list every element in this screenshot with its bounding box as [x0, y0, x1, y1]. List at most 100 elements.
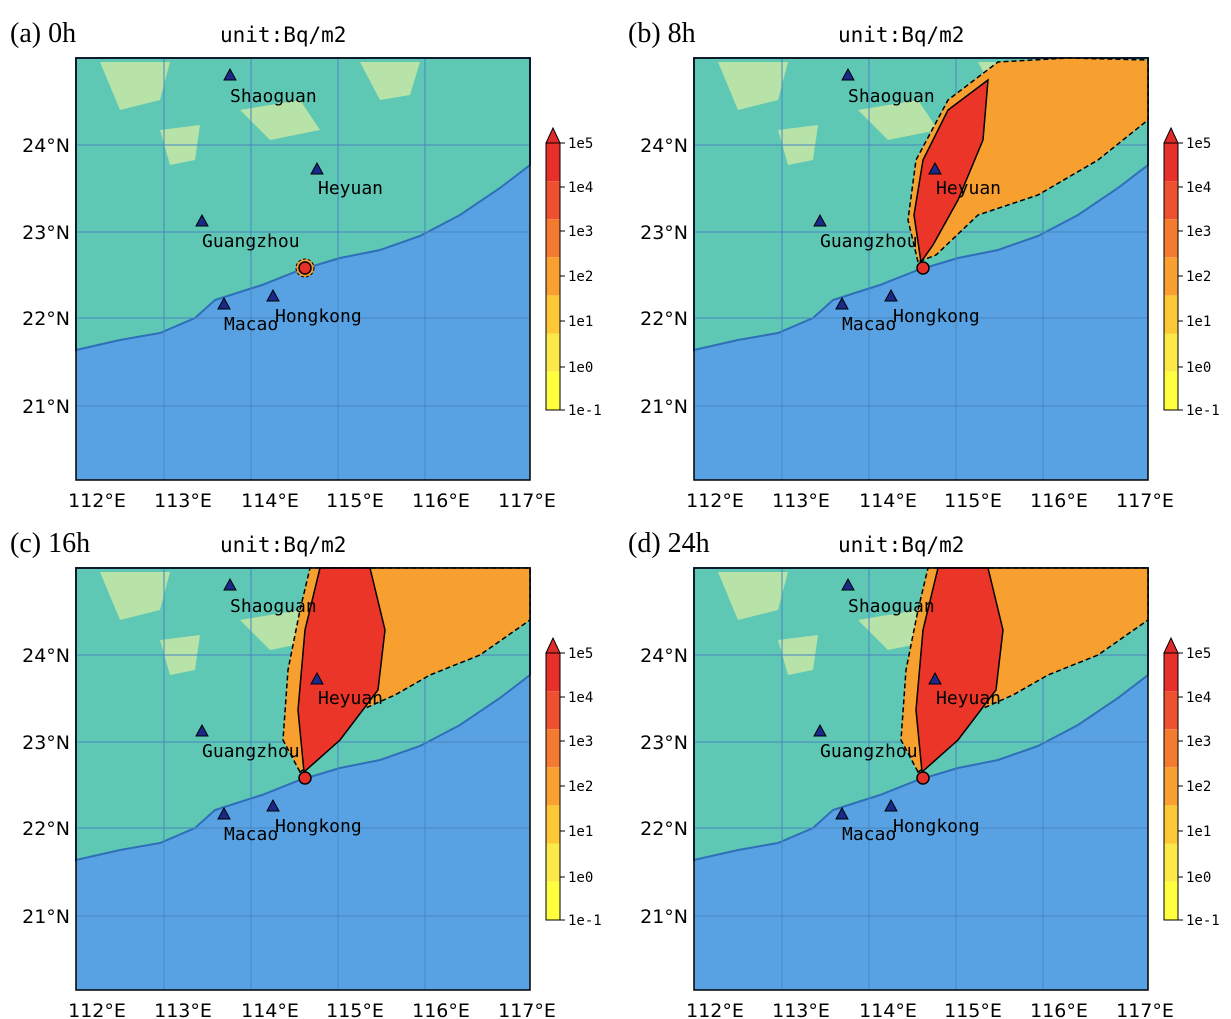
colorbar-label: 1e3: [1186, 224, 1211, 240]
colorbar-segment: [1164, 729, 1178, 768]
x-tick-label: 113°E: [154, 1000, 212, 1019]
x-tick-label: 117°E: [1116, 490, 1174, 512]
x-tick-label: 114°E: [241, 490, 299, 512]
colorbar-label: 1e5: [568, 136, 593, 152]
colorbar-label: 1e3: [568, 734, 593, 750]
colorbar-segment: [546, 653, 560, 692]
city-marker: [841, 577, 855, 591]
x-tick-label: 115°E: [326, 490, 384, 512]
panel-title: (c) 16h: [10, 528, 90, 559]
colorbar-arrow: [545, 126, 561, 144]
x-tick-label: 117°E: [498, 1000, 556, 1019]
y-tick-label: 22°N: [22, 818, 70, 840]
x-tick-label: 115°E: [326, 1000, 384, 1019]
y-tick-label: 22°N: [640, 818, 688, 840]
panel-unit: unit:Bq/m2: [838, 533, 964, 557]
map-panel: (c) 16h unit:Bq/m2 Shaoguan Heyuan Guangzhou…: [10, 528, 602, 1019]
colorbar-segment: [546, 691, 560, 730]
y-tick-label: 23°N: [640, 732, 688, 754]
city-marker: [813, 213, 827, 227]
colorbar-segment: [1164, 653, 1178, 692]
x-tick-label: 113°E: [772, 1000, 830, 1019]
colorbar-label: 1e3: [568, 224, 593, 240]
city-label: Guangzhou: [820, 231, 918, 252]
colorbar-segment: [546, 843, 560, 882]
x-tick-label: 112°E: [68, 490, 126, 512]
colorbar-arrow: [1163, 636, 1179, 654]
highland: [718, 572, 788, 620]
colorbar-segment: [1164, 881, 1178, 920]
colorbar-segment: [546, 181, 560, 220]
colorbar-label: 1e-1: [1186, 913, 1220, 929]
colorbar-segment: [546, 143, 560, 182]
y-tick-label: 23°N: [640, 222, 688, 244]
y-tick-label: 24°N: [22, 645, 70, 667]
y-tick-label: 21°N: [22, 906, 70, 928]
colorbar-segment: [546, 805, 560, 844]
colorbar-label: 1e0: [1186, 870, 1211, 886]
city-label: Heyuan: [318, 688, 383, 709]
y-tick-label: 23°N: [22, 222, 70, 244]
colorbar-segment: [1164, 843, 1178, 882]
colorbar-segment: [1164, 691, 1178, 730]
colorbar-segment: [1164, 257, 1178, 296]
city-marker: [223, 577, 237, 591]
panel-unit: unit:Bq/m2: [220, 533, 346, 557]
city-label: Shaoguan: [848, 86, 935, 107]
panel-unit: unit:Bq/m2: [220, 23, 346, 47]
map-frame: [75, 567, 531, 991]
city-marker: [835, 806, 849, 820]
colorbar-label: 1e4: [1186, 180, 1211, 196]
map-frame: [75, 57, 531, 481]
colorbar-segment: [546, 295, 560, 334]
city-label: Guangzhou: [202, 741, 300, 762]
source: [298, 771, 312, 785]
colorbar-segment: [546, 333, 560, 372]
source: [298, 261, 312, 275]
x-tick-label: 112°E: [68, 1000, 126, 1019]
map-panel: (d) 24h unit:Bq/m2 Shaoguan Heyuan Guangzhou…: [628, 528, 1220, 1019]
x-tick-label: 116°E: [1030, 490, 1088, 512]
colorbar-segment: [546, 257, 560, 296]
y-tick-label: 24°N: [22, 135, 70, 157]
map-frame: [693, 567, 1149, 991]
colorbar-label: 1e5: [1186, 136, 1211, 152]
colorbar-label: 1e1: [1186, 314, 1211, 330]
city-label: Macao: [842, 824, 896, 845]
plume-core: [913, 78, 989, 264]
city-marker: [841, 67, 855, 81]
city-marker: [223, 67, 237, 81]
colorbar-label: 1e2: [568, 779, 593, 795]
x-tick-label: 114°E: [859, 1000, 917, 1019]
colorbar-arrow: [1163, 126, 1179, 144]
y-tick-label: 21°N: [640, 906, 688, 928]
city-marker: [217, 296, 231, 310]
city-label: Macao: [842, 314, 896, 335]
colorbar-segment: [546, 219, 560, 258]
colorbar-label: 1e0: [568, 360, 593, 376]
source: [916, 261, 930, 275]
colorbar-label: 1e4: [568, 180, 593, 196]
colorbar-segment: [1164, 767, 1178, 806]
panel-title: (b) 8h: [628, 18, 696, 49]
colorbar-label: 1e3: [1186, 734, 1211, 750]
source: [916, 771, 930, 785]
highland: [100, 62, 170, 110]
city-marker: [928, 161, 942, 175]
colorbar-segment: [546, 371, 560, 410]
city-marker: [266, 798, 280, 812]
city-marker: [195, 213, 209, 227]
map-frame: [693, 57, 1149, 481]
city-marker: [884, 288, 898, 302]
colorbar-label: 1e-1: [568, 913, 602, 929]
y-tick-label: 22°N: [640, 308, 688, 330]
colorbar-segment: [1164, 295, 1178, 334]
x-tick-label: 115°E: [944, 1000, 1002, 1019]
colorbar-label: 1e1: [568, 314, 593, 330]
city-label: Heyuan: [936, 178, 1001, 199]
colorbar-segment: [1164, 219, 1178, 258]
highland: [858, 100, 938, 140]
colorbar-label: 1e0: [568, 870, 593, 886]
x-tick-label: 117°E: [498, 490, 556, 512]
